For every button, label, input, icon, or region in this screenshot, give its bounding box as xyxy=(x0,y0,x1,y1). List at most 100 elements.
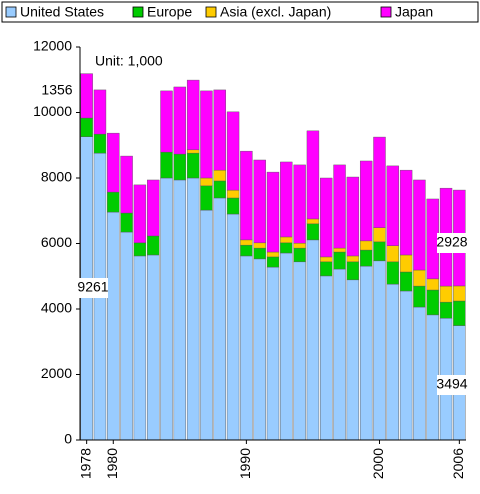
bar-segment xyxy=(93,89,107,135)
legend-swatch xyxy=(132,6,144,18)
bar-segment xyxy=(240,150,253,241)
bar-segment xyxy=(413,179,426,271)
bar-segment xyxy=(280,161,293,238)
bar-segment xyxy=(173,153,187,181)
label-box xyxy=(78,278,108,298)
bar-segment xyxy=(373,260,386,441)
bar-segment xyxy=(373,136,386,228)
bar-segment xyxy=(240,244,253,257)
bar-segment xyxy=(226,197,240,215)
legend-label: United States xyxy=(20,4,104,20)
bar-segment xyxy=(386,261,399,285)
bar-segment xyxy=(120,155,133,214)
bar-segment xyxy=(426,278,439,291)
bar-segment xyxy=(240,255,253,441)
bar-segment xyxy=(213,180,226,199)
bar-segment xyxy=(80,73,93,119)
bar-segment xyxy=(280,252,293,441)
bar-segment xyxy=(147,254,160,441)
legend-swatch xyxy=(205,6,217,18)
bar-segment xyxy=(399,254,413,273)
bar-segment xyxy=(306,239,320,441)
bar-segment xyxy=(226,111,240,191)
bar-segment xyxy=(266,171,280,253)
bar-segment xyxy=(293,164,306,244)
bar-segment xyxy=(280,242,293,254)
bar-segment xyxy=(186,79,200,151)
x-tick-label: 1980 xyxy=(104,448,120,479)
bar-segment xyxy=(346,255,360,263)
bar-segment xyxy=(133,255,147,441)
bar-segment xyxy=(186,177,200,441)
y-tick-label: 2000 xyxy=(41,365,72,381)
bar-segment xyxy=(200,90,213,179)
bar-segment xyxy=(386,165,399,246)
bar-segment xyxy=(200,209,213,441)
bar-segment xyxy=(373,241,386,262)
bar-segment xyxy=(107,132,120,193)
y-tick-label: 4000 xyxy=(41,300,72,316)
bar-segment xyxy=(226,213,240,441)
bar-segment xyxy=(386,245,399,263)
bar-segment xyxy=(80,117,93,137)
bar-segment xyxy=(293,261,306,441)
bar-segment xyxy=(333,164,346,249)
bar-segment xyxy=(107,211,120,441)
label-box xyxy=(437,375,467,395)
bar-segment xyxy=(213,169,226,182)
bar-segment xyxy=(373,227,386,243)
bar-segment xyxy=(333,268,346,441)
bar-segment xyxy=(133,184,147,244)
legend-label: Asia (excl. Japan) xyxy=(220,4,331,20)
bar-segment xyxy=(186,152,200,179)
bar-segment xyxy=(346,261,360,281)
legend-swatch xyxy=(380,6,392,18)
bar-segment xyxy=(359,160,373,242)
bar-segment xyxy=(120,212,133,233)
bar-segment xyxy=(160,151,173,179)
data-label: 3494 xyxy=(436,376,467,392)
data-label: 9261 xyxy=(77,279,108,295)
y-tick-label: 8000 xyxy=(41,169,72,185)
bar-segment xyxy=(200,185,213,211)
bar-segment xyxy=(213,197,226,441)
bar-segment xyxy=(359,240,373,251)
x-tick-label: 2000 xyxy=(370,448,386,479)
bar-segment xyxy=(293,247,306,263)
legend-label: Japan xyxy=(395,4,433,20)
legend-label: Europe xyxy=(147,4,192,20)
bar-segment xyxy=(253,159,266,244)
bar-segment xyxy=(399,169,413,256)
bar-segment xyxy=(147,235,160,256)
bar-segment xyxy=(439,301,453,319)
bar-segment xyxy=(266,251,280,258)
bar-segment xyxy=(320,275,333,441)
bar-segment xyxy=(359,249,373,267)
bar-segment xyxy=(120,231,133,441)
bar-segment xyxy=(399,271,413,292)
bar-segment xyxy=(253,242,266,249)
x-tick-label: 1990 xyxy=(237,448,253,479)
bar-segment xyxy=(306,130,320,220)
bar-segment xyxy=(147,179,160,237)
y-tick-label: 12000 xyxy=(33,38,72,54)
bar-segment xyxy=(266,256,280,268)
bar-segment xyxy=(186,149,200,154)
x-tick-label: 1978 xyxy=(77,448,93,479)
bar-segment xyxy=(160,177,173,441)
bar-segment xyxy=(93,133,107,154)
bar-segment xyxy=(133,242,147,257)
data-label: 2928 xyxy=(436,234,467,250)
bar-segment xyxy=(280,236,293,244)
annotation: Unit: 1,000 xyxy=(95,53,163,69)
bar-segment xyxy=(226,189,240,199)
bar-segment xyxy=(386,283,399,441)
bar-segment xyxy=(439,285,453,303)
bar-segment xyxy=(160,90,173,153)
y-tick-label: 0 xyxy=(64,431,72,447)
bar-segment xyxy=(240,239,253,246)
bar-segment xyxy=(359,265,373,441)
label-box xyxy=(437,233,467,253)
bar-segment xyxy=(306,218,320,225)
bar-segment xyxy=(200,177,213,187)
